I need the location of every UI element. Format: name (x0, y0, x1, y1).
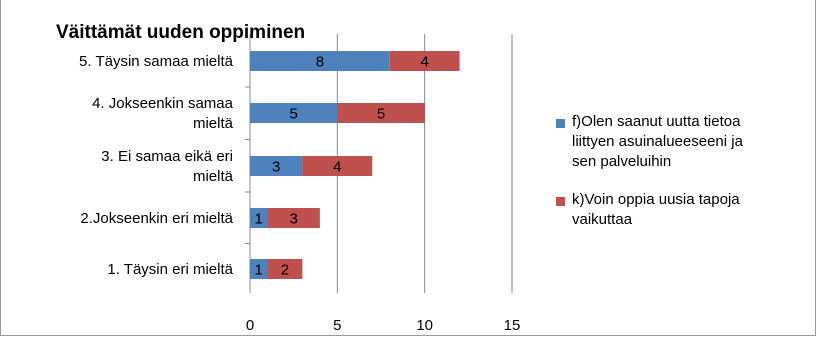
legend-label-line: liittyen asuinalueeseeni ja (572, 133, 743, 150)
x-tick-label: 10 (416, 317, 433, 334)
bar-segment-series-1 (250, 259, 268, 279)
data-label: 8 (316, 54, 324, 71)
category-label-line: mieltä (193, 115, 234, 132)
bar-segment-series-1 (250, 156, 303, 176)
bar-segment-series-1 (250, 51, 390, 71)
data-label: 3 (289, 211, 297, 228)
category-label-line: 4. Jokseenkin samaa (92, 95, 234, 112)
legend-label-line: vaikuttaa (572, 211, 633, 228)
data-label: 4 (333, 159, 341, 176)
bar-segment-series-2 (302, 156, 373, 176)
category-label: 3. Ei samaa eikä eri mieltä (101, 148, 233, 185)
legend-item-series-1: f)Olen saanut uutta tietoa liittyen asuin… (556, 112, 808, 172)
legend-swatch (556, 197, 565, 206)
data-label: 3 (272, 159, 280, 176)
bar-segment-series-2 (267, 208, 320, 228)
data-label: 5 (377, 106, 385, 123)
chart-title: Väittämät uuden oppiminen (56, 22, 306, 43)
bar-segment-series-2 (267, 259, 303, 279)
x-tick-label: 0 (246, 317, 254, 334)
bar-segment-series-1 (250, 103, 338, 123)
data-label: 5 (289, 106, 297, 123)
bar-segment-series-2 (337, 103, 425, 123)
legend: f)Olen saanut uutta tietoa liittyen asuin… (556, 112, 808, 230)
x-tick-label: 15 (504, 317, 521, 334)
category-label: 5. Täysin samaa mieltä (79, 53, 234, 70)
legend-label-line: sen palveluihin (572, 153, 672, 170)
category-label-line: mieltä (193, 168, 234, 185)
bar-segment-series-2 (389, 51, 460, 71)
bar-segment-series-1 (250, 208, 268, 228)
category-label-line: 1. Täysin eri mieltä (107, 261, 233, 278)
legend-item-series-2: k)Voin oppia uusia tapoja vaikuttaa (556, 190, 808, 230)
data-label: 1 (255, 262, 263, 279)
legend-label-line: f)Olen saanut uutta tietoa (572, 113, 741, 130)
data-label: 1 (255, 211, 263, 228)
x-tick-label: 5 (333, 317, 341, 334)
data-label: 2 (281, 262, 289, 279)
category-label: 1. Täysin eri mieltä (107, 261, 233, 278)
category-label-line: 2.Jokseenkin eri mieltä (80, 210, 233, 227)
legend-label-line: k)Voin oppia uusia tapoja (572, 191, 740, 208)
category-label-line: 5. Täysin samaa mieltä (79, 53, 234, 70)
category-label-line: 3. Ei samaa eikä eri (101, 148, 233, 165)
legend-swatch (556, 119, 565, 128)
category-label: 2.Jokseenkin eri mieltä (80, 210, 233, 227)
data-label: 4 (420, 54, 428, 71)
category-label: 4. Jokseenkin samaa mieltä (92, 95, 234, 132)
